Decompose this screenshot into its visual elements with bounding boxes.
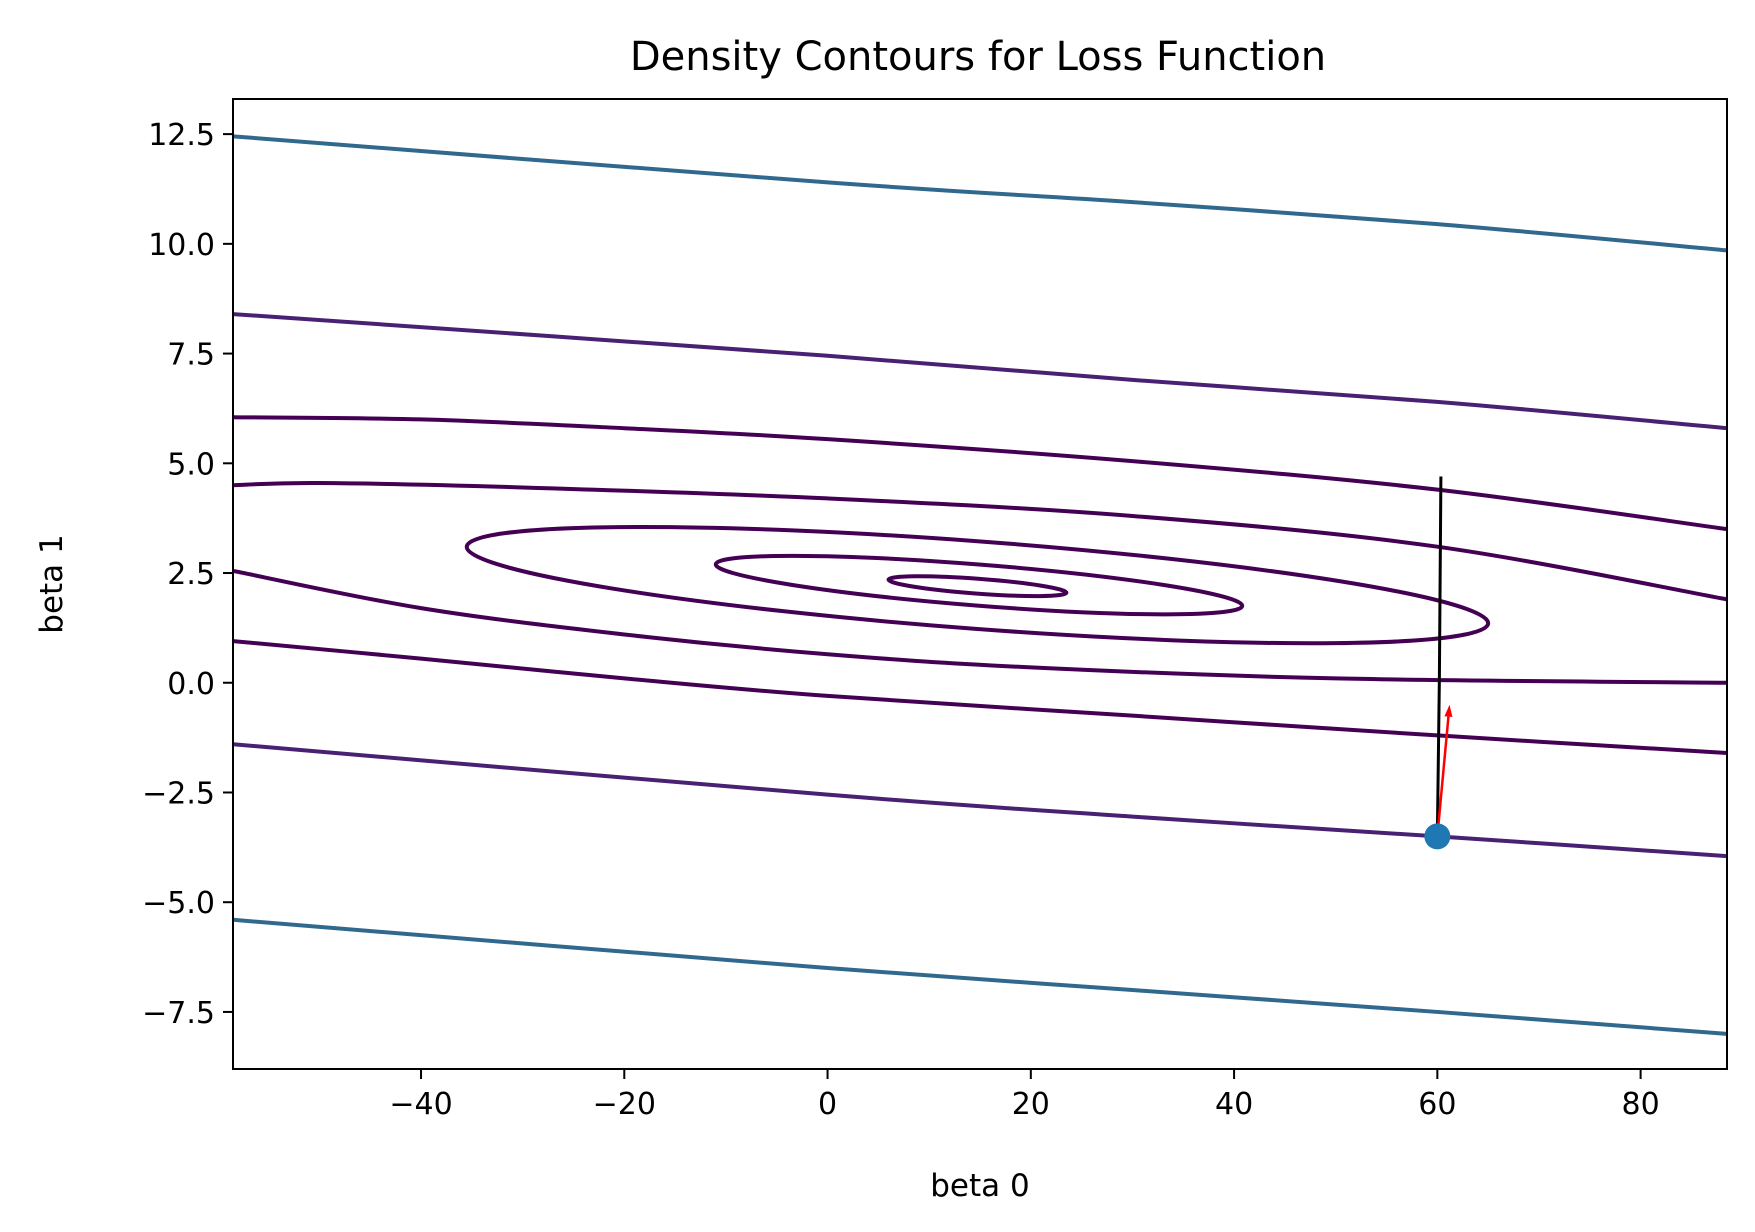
x-tick-label: −20: [593, 1087, 656, 1122]
x-axis: −40 −20 0 20 40 60 80: [389, 1069, 1660, 1122]
y-tick-label: −5.0: [142, 886, 215, 921]
x-tick-label: 20: [1012, 1087, 1050, 1122]
contour-upper-1: [233, 481, 1727, 602]
y-tick-label: 5.0: [167, 447, 215, 482]
x-tick-label: 40: [1215, 1087, 1253, 1122]
x-tick-label: −40: [389, 1087, 452, 1122]
contour-lower-3: [233, 742, 1727, 859]
contour-upper-2: [233, 415, 1727, 532]
chart-title: Density Contours for Loss Function: [630, 34, 1326, 80]
contour-level-1: [886, 574, 1069, 599]
contour-lines: [233, 134, 1727, 1036]
y-tick-label: 0.0: [167, 667, 215, 702]
y-axis-label: beta 1: [34, 534, 70, 633]
contour-lower-4: [233, 917, 1727, 1036]
x-tick-label: 0: [818, 1087, 837, 1122]
contour-upper-3: [233, 312, 1727, 431]
y-tick-label: 7.5: [167, 338, 215, 373]
contour-level-2: [713, 553, 1245, 617]
y-tick-label: −2.5: [142, 776, 215, 811]
x-tick-label: 60: [1418, 1087, 1456, 1122]
contour-lower-2: [233, 639, 1727, 755]
y-axis: −7.5 −5.0 −2.5 0.0 2.5 5.0 7.5 10.0 12.5: [142, 118, 233, 1031]
x-axis-label: beta 0: [930, 1168, 1029, 1204]
start-point-marker: [1424, 823, 1451, 850]
annotations: [1424, 476, 1453, 850]
contour-lower-1: [233, 568, 1727, 685]
descent-path-line: [1435, 476, 1443, 837]
contour-upper-4: [233, 134, 1727, 253]
y-tick-label: 12.5: [148, 118, 215, 153]
gradient-arrow-shaft: [1436, 716, 1450, 837]
contour-level-3: [464, 524, 1491, 646]
gradient-arrow-head: [1444, 704, 1453, 718]
y-tick-label: 10.0: [148, 228, 215, 263]
x-tick-label: 80: [1622, 1087, 1660, 1122]
y-tick-label: −7.5: [142, 996, 215, 1031]
y-tick-label: 2.5: [167, 557, 215, 592]
plot-frame: [232, 98, 1728, 1070]
